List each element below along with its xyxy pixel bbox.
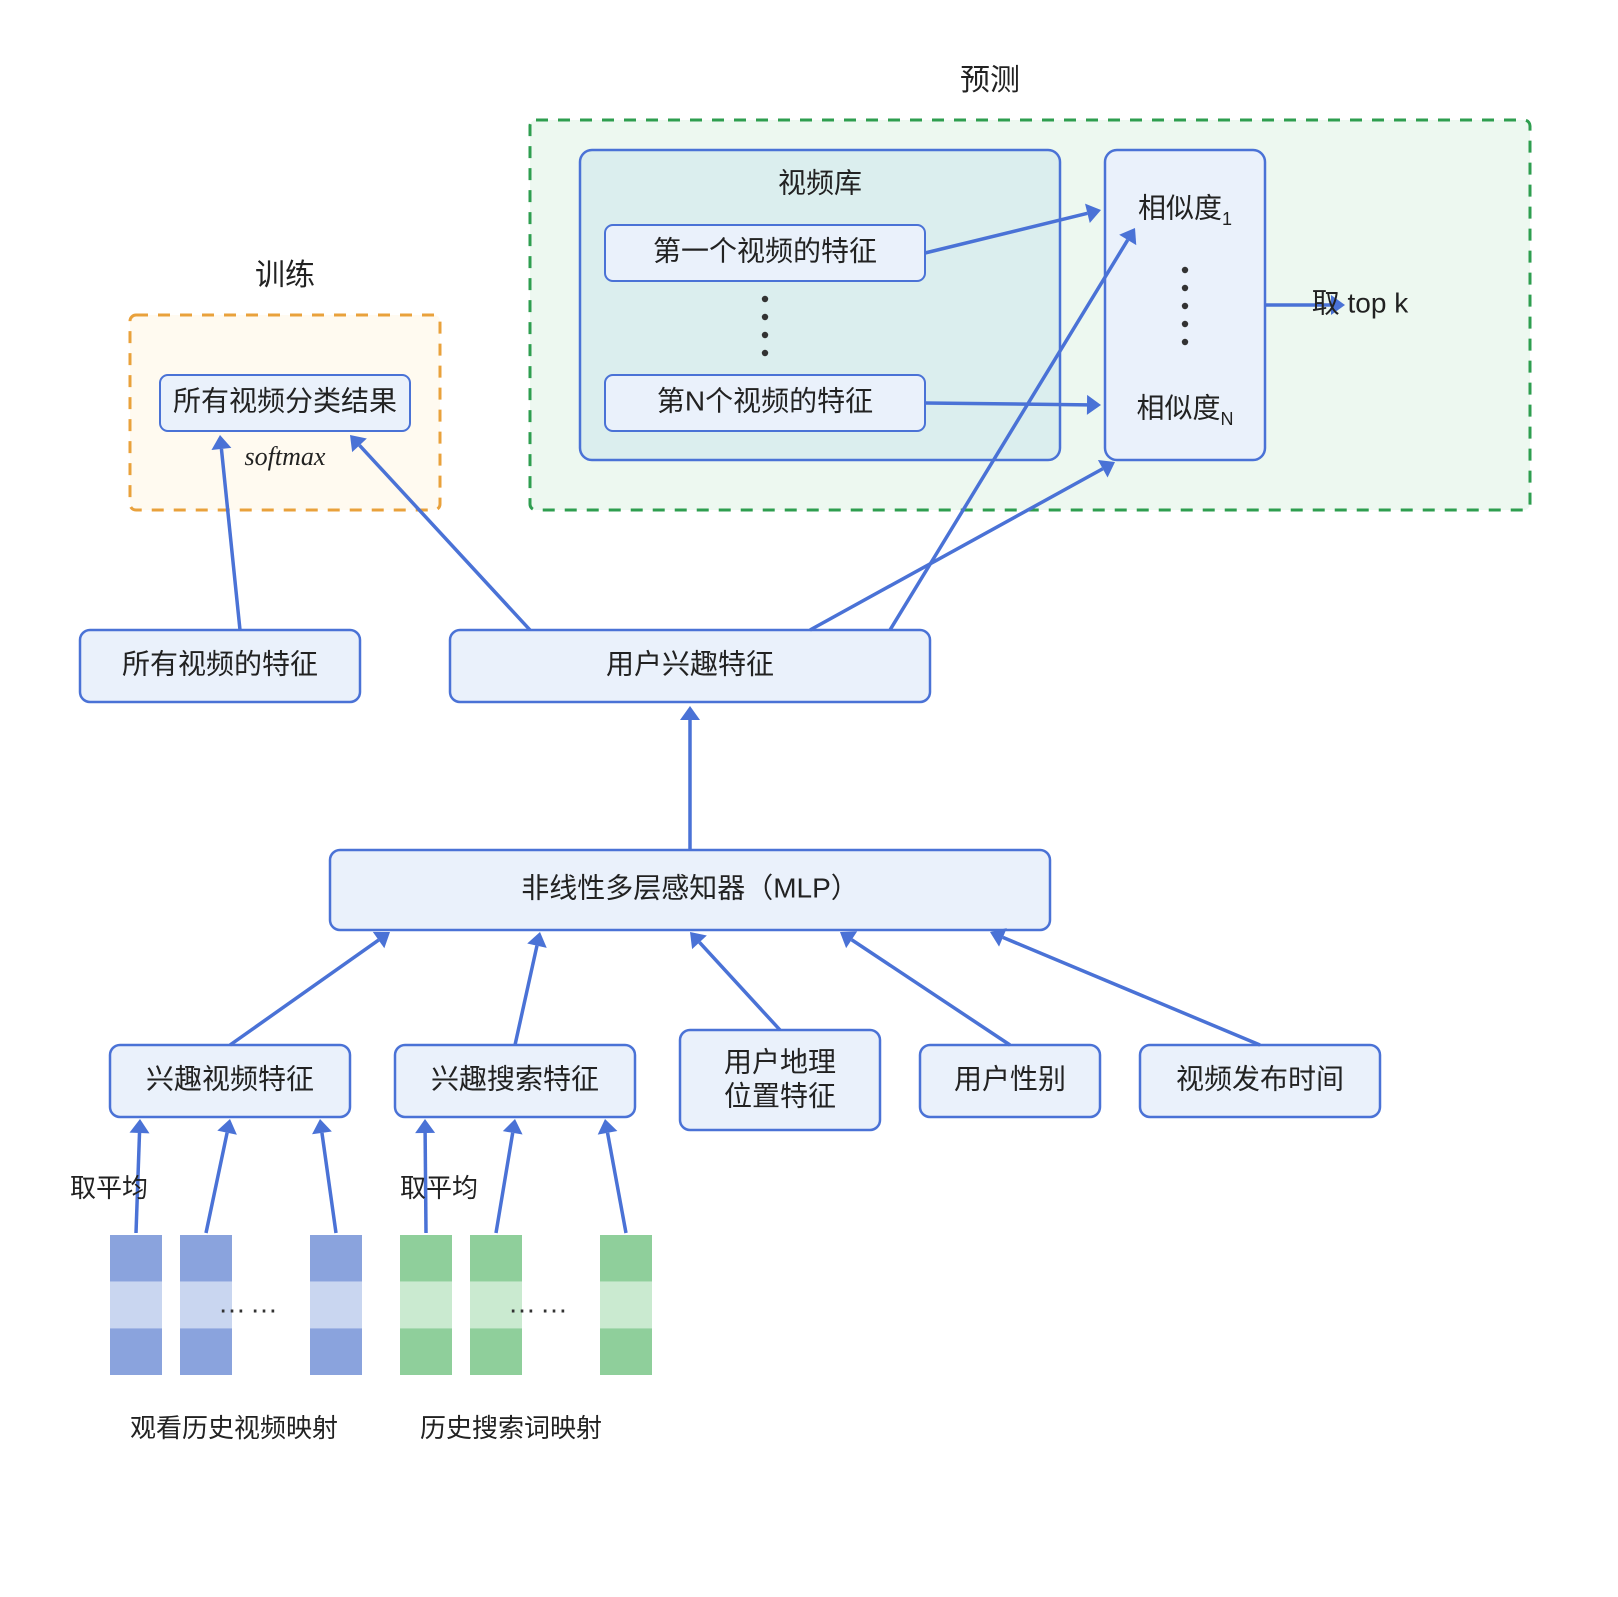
ellipsis-dot <box>1182 339 1188 345</box>
avg-left-label: 取平均 <box>70 1173 148 1203</box>
search-history-emb-label: 历史搜索词映射 <box>420 1413 602 1443</box>
ellipsis-dot <box>1182 285 1188 291</box>
avg-right-label: 取平均 <box>400 1173 478 1203</box>
ellipsis-dot <box>762 332 768 338</box>
ellipsis-dot <box>762 296 768 302</box>
emb-bar <box>110 1282 162 1329</box>
video-library-title: 视频库 <box>778 167 862 198</box>
emb-bar <box>600 1282 652 1329</box>
arrow-feat_video-mlp <box>230 932 390 1045</box>
feat-time-label: 视频发布时间 <box>1176 1063 1344 1094</box>
emb-ellipsis: …… <box>508 1287 572 1318</box>
topk-label: 取 top k <box>1312 287 1409 318</box>
arrow-feat_search-mlp <box>515 932 547 1045</box>
ellipsis-dot <box>762 350 768 356</box>
emb-bar <box>400 1235 452 1282</box>
arrow-emb-watch-history-emb-2 <box>312 1119 336 1233</box>
predict-title: 预测 <box>960 64 1020 97</box>
emb-bar <box>470 1328 522 1375</box>
emb-bar <box>310 1328 362 1375</box>
arrow-emb-search-history-emb-1 <box>496 1119 523 1233</box>
emb-bar <box>110 1328 162 1375</box>
arrow-feat_time-mlp <box>990 928 1260 1045</box>
feat-search-label: 兴趣搜索特征 <box>431 1063 599 1094</box>
emb-bar <box>400 1282 452 1329</box>
ellipsis-dot <box>1182 303 1188 309</box>
emb-ellipsis: …… <box>218 1287 282 1318</box>
arrow-emb-watch-history-emb-1 <box>206 1119 237 1233</box>
emb-bar <box>310 1235 362 1282</box>
emb-bar <box>180 1235 232 1282</box>
all-video-feat-label: 所有视频的特征 <box>122 648 318 679</box>
diagram-canvas: 预测视频库第一个视频的特征第N个视频的特征 相似度1 相似度N 取 top k 训练所有… <box>0 0 1618 1597</box>
video-feat-n-label: 第N个视频的特征 <box>657 385 873 416</box>
feat-video-label: 兴趣视频特征 <box>146 1063 314 1094</box>
user-interest-label: 用户兴趣特征 <box>606 648 774 679</box>
softmax-label: softmax <box>245 442 326 471</box>
similarity-1: 相似度1 <box>1138 192 1232 228</box>
emb-bar <box>400 1328 452 1375</box>
emb-bar <box>600 1328 652 1375</box>
emb-bar <box>470 1235 522 1282</box>
emb-bar <box>110 1235 162 1282</box>
mlp-label: 非线性多层感知器（MLP） <box>521 872 859 903</box>
arrow-feat_gender-mlp <box>840 931 1010 1045</box>
ellipsis-dot <box>1182 267 1188 273</box>
feat-geo-label1: 用户地理 <box>724 1046 836 1077</box>
similarity-n: 相似度N <box>1136 392 1233 428</box>
arrow-feat_geo-mlp <box>690 932 780 1030</box>
ellipsis-dot <box>762 314 768 320</box>
train-title: 训练 <box>255 259 315 292</box>
watch-history-emb-label: 观看历史视频映射 <box>130 1413 338 1443</box>
all-video-cls-label: 所有视频分类结果 <box>173 385 397 416</box>
emb-bar <box>180 1328 232 1375</box>
ellipsis-dot <box>1182 321 1188 327</box>
arrow-mlp-ui <box>680 706 700 850</box>
feat-gender-label: 用户性别 <box>954 1063 1066 1094</box>
emb-bar <box>310 1282 362 1329</box>
feat-geo-label2: 位置特征 <box>724 1080 836 1111</box>
emb-bar <box>600 1235 652 1282</box>
video-feat-1-label: 第一个视频的特征 <box>653 235 877 266</box>
arrow-emb-search-history-emb-2 <box>598 1119 626 1233</box>
